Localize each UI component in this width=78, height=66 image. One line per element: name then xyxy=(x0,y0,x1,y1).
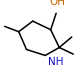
Text: OH: OH xyxy=(49,0,65,7)
Text: NH: NH xyxy=(48,57,64,66)
